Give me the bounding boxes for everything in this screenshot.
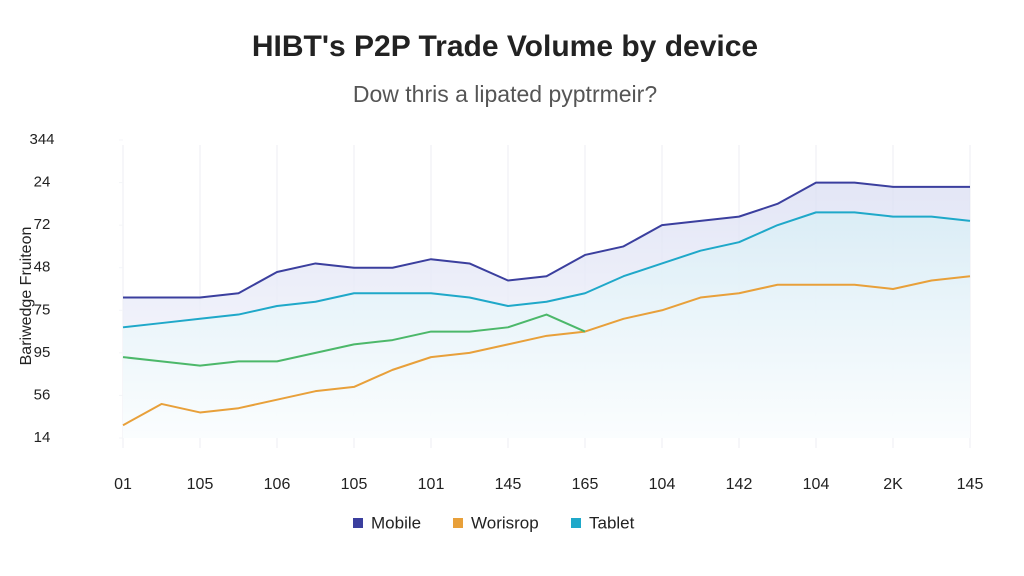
x-tick-label: 104 xyxy=(803,476,830,493)
legend-swatch xyxy=(353,518,363,528)
x-tick-label: 2K xyxy=(883,476,903,493)
y-tick-label: 72 xyxy=(34,216,51,233)
line xyxy=(123,181,970,299)
x-tick-label: 106 xyxy=(264,476,291,493)
x-tick-label: 142 xyxy=(726,476,753,493)
line xyxy=(122,313,586,367)
y-tick-label: 14 xyxy=(34,429,51,446)
y-axis-label: Bariwedge Fruiteon xyxy=(18,227,35,366)
x-tick-label: 165 xyxy=(572,476,599,493)
y-tick-label: 95 xyxy=(34,344,51,361)
x-tick-label: 145 xyxy=(957,476,984,493)
y-tick-label: 56 xyxy=(34,386,51,403)
x-tick-label: 101 xyxy=(418,476,445,493)
legend-label: Worisrop xyxy=(471,513,539,532)
legend-swatch xyxy=(453,518,463,528)
legend-label: Tablet xyxy=(589,513,635,532)
area-fade xyxy=(123,212,970,438)
line xyxy=(122,275,971,427)
y-tick-label: 75 xyxy=(34,301,51,318)
y-tick-label: 48 xyxy=(34,259,51,276)
legend: Mobile Worisrop Tablet xyxy=(353,513,635,532)
x-tick-label: 105 xyxy=(187,476,214,493)
legend-label: Mobile xyxy=(371,513,421,532)
legend-swatch xyxy=(571,518,581,528)
x-tick-label: 105 xyxy=(341,476,368,493)
x-tick-label: 145 xyxy=(495,476,522,493)
y-tick-label: 344 xyxy=(29,131,54,148)
plot: 01 105 106 105 101 145 165 104 142 104 2K 145 14 56 95… xyxy=(29,131,983,493)
x-tick-label: 104 xyxy=(649,476,676,493)
x-tick-label: 01 xyxy=(114,476,132,493)
y-tick-label: 24 xyxy=(34,174,51,191)
line xyxy=(122,211,971,329)
chart-subtitle: Dow thris a lipated pyptrmeir? xyxy=(353,81,657,107)
chart-title: HIBT's P2P Trade Volume by device xyxy=(252,30,758,63)
